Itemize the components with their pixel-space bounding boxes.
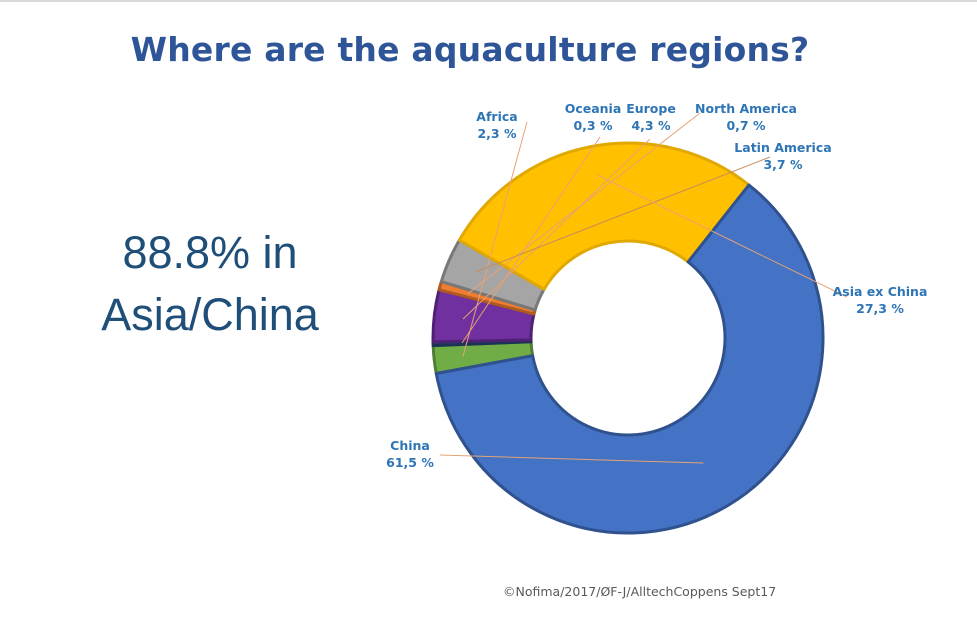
data-label-europe: Europe 4,3 %: [626, 101, 676, 133]
leader-line-china: [439, 454, 704, 464]
data-label-oceania: Oceania 0,3 %: [565, 101, 622, 133]
data-label-name: North America: [695, 101, 797, 116]
copyright-credit: ©Nofima/2017/ØF-J/AlltechCoppens Sept17: [503, 584, 777, 599]
data-label-value: 2,3 %: [477, 126, 516, 141]
data-label-name: Africa: [476, 109, 517, 124]
data-label-name: Latin America: [734, 140, 831, 155]
data-label-china: China 61,5 %: [386, 438, 434, 470]
leader-line-europe: [462, 138, 651, 320]
leader-line-north-america: [467, 112, 701, 294]
slide-title: Where are the aquaculture regions?: [130, 30, 810, 69]
data-label-value: 3,7 %: [763, 157, 802, 172]
data-label-name: Europe: [626, 101, 676, 116]
data-label-value: 27,3 %: [856, 301, 904, 316]
data-label-name: Oceania: [565, 101, 622, 116]
top-rule: [0, 0, 977, 2]
data-label-name: Asia ex China: [833, 284, 928, 299]
data-label-value: 61,5 %: [386, 455, 434, 470]
leader-line-oceania: [461, 136, 601, 344]
leader-line-asia-ex-china: [596, 174, 848, 298]
data-label-africa: Africa 2,3 %: [476, 109, 517, 141]
slice-china: [434, 183, 825, 535]
data-label-name: China: [390, 438, 430, 453]
asia-china-callout: 88.8% in Asia/China: [60, 222, 360, 346]
data-label-asia-ex-china: Asia ex China 27,3 %: [833, 284, 928, 316]
data-label-value: 0,3 %: [573, 118, 612, 133]
data-label-north-america: North America 0,7 %: [695, 101, 797, 133]
callout-line-1: 88.8% in: [122, 227, 298, 278]
callout-line-2: Asia/China: [101, 289, 319, 340]
data-label-value: 0,7 %: [726, 118, 765, 133]
leader-line-latin-america: [475, 156, 771, 273]
leader-line-africa: [462, 121, 528, 357]
data-label-latin-america: Latin America 3,7 %: [734, 140, 831, 172]
data-label-value: 4,3 %: [631, 118, 670, 133]
